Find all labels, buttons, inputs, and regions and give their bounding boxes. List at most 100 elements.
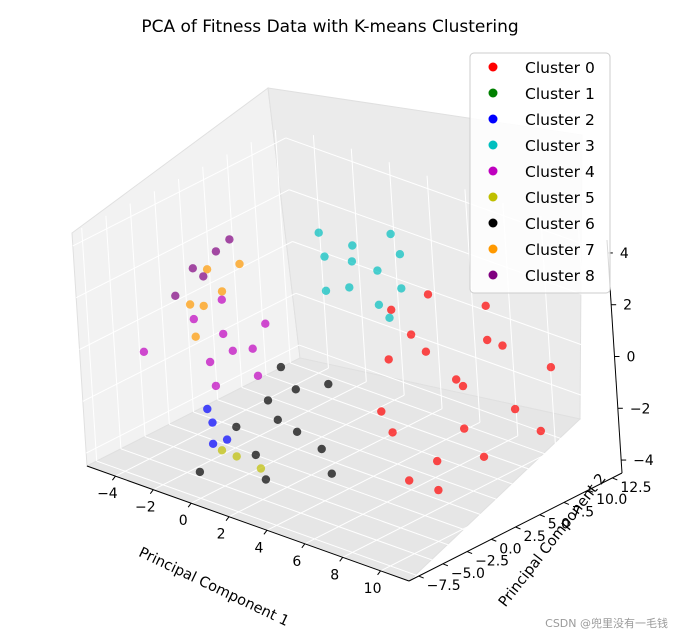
data-point <box>261 319 270 328</box>
legend-label: Cluster 0 <box>525 59 595 77</box>
data-point <box>433 456 442 466</box>
x-tick-label: 6 <box>292 554 301 570</box>
legend-label: Cluster 7 <box>525 241 595 259</box>
x-tick-label: 10 <box>364 581 382 597</box>
data-points <box>139 228 556 495</box>
x-tick-mark <box>112 475 116 481</box>
data-point <box>536 426 545 436</box>
data-point <box>171 291 180 300</box>
data-point <box>387 305 396 314</box>
data-point <box>219 329 228 339</box>
data-point <box>327 469 336 478</box>
x-tick-mark <box>225 516 230 522</box>
legend-entry: Cluster 8 <box>488 267 595 285</box>
data-point <box>217 287 227 296</box>
data-point <box>273 415 282 424</box>
data-point <box>217 295 226 304</box>
z-tick-label: 2 <box>623 298 632 314</box>
x-axis-label: Principal Component 1 <box>136 545 291 630</box>
legend-marker <box>488 192 498 202</box>
data-point <box>320 252 329 261</box>
data-point <box>384 355 393 364</box>
z-gridline <box>79 241 293 350</box>
legend-label: Cluster 4 <box>525 163 595 181</box>
data-point <box>202 265 212 274</box>
data-point <box>395 250 405 259</box>
data-point <box>434 485 443 495</box>
y-gridline <box>265 374 589 491</box>
data-point <box>386 229 395 239</box>
data-point <box>458 381 468 391</box>
data-point <box>188 264 197 273</box>
legend-marker <box>488 114 498 124</box>
y-gridline <box>217 399 540 516</box>
y-tick-mark <box>587 489 594 493</box>
legend-label: Cluster 2 <box>525 111 595 129</box>
x-tick-label: −4 <box>97 486 118 502</box>
z-tick-label: 0 <box>627 350 636 366</box>
z-tick-label: −2 <box>630 401 651 417</box>
data-point <box>248 344 257 353</box>
y-gridline <box>241 386 565 503</box>
x-tick-label: 0 <box>179 513 188 529</box>
x-tick-label: 2 <box>217 527 226 543</box>
z-gridline <box>82 292 297 402</box>
data-point <box>191 332 200 341</box>
data-point <box>261 475 271 484</box>
data-point <box>211 381 221 391</box>
legend-label: Cluster 8 <box>525 267 595 285</box>
data-point <box>460 424 469 433</box>
data-point <box>276 362 286 372</box>
y-tick-label: 7.5 <box>572 504 594 520</box>
data-point <box>510 404 520 414</box>
x-tick-mark <box>377 570 381 576</box>
legend-marker <box>488 88 498 98</box>
y-tick-mark <box>515 526 521 530</box>
x-axis-line <box>86 465 410 582</box>
y-gridline <box>193 411 516 528</box>
data-point <box>222 435 232 444</box>
data-point <box>208 439 218 448</box>
data-point <box>256 464 266 473</box>
data-point <box>546 363 556 372</box>
data-point <box>228 346 237 355</box>
z-gridline <box>295 292 619 409</box>
y-gridline <box>96 460 419 577</box>
data-point <box>185 300 195 309</box>
data-point <box>397 284 406 293</box>
data-point <box>421 347 431 356</box>
data-point <box>321 286 331 295</box>
legend-entry: Cluster 2 <box>488 111 595 129</box>
y-tick-mark <box>442 563 449 567</box>
data-point <box>483 335 492 345</box>
data-point <box>406 330 416 339</box>
data-point <box>203 404 212 414</box>
y-tick-label: 0.0 <box>499 541 521 557</box>
data-point <box>377 407 386 416</box>
data-point <box>292 427 302 436</box>
data-point <box>232 452 241 461</box>
x-tick-mark <box>149 489 154 494</box>
x-tick-mark <box>339 557 344 562</box>
legend-label: Cluster 5 <box>525 189 595 207</box>
legend-label: Cluster 6 <box>525 215 595 233</box>
data-point <box>498 341 507 350</box>
x-tick-label: 4 <box>254 540 263 556</box>
z-gridline <box>298 344 622 461</box>
legend-marker <box>488 166 498 176</box>
data-point <box>385 313 394 322</box>
legend-entry: Cluster 5 <box>488 189 595 207</box>
z-gridline <box>85 344 300 454</box>
y-tick-label: −2.5 <box>475 554 509 570</box>
z-gridline <box>72 137 287 247</box>
y-tick-label: −7.5 <box>427 578 461 594</box>
z-gridline <box>75 189 290 299</box>
watermark: CSDN @兜里没有一毛钱 <box>545 616 668 630</box>
y-tick-label: −5.0 <box>451 566 485 582</box>
data-point <box>189 314 198 324</box>
z-tick-label: −4 <box>633 453 654 469</box>
legend-label: Cluster 3 <box>525 137 595 155</box>
data-point <box>317 444 326 454</box>
data-point <box>405 476 414 485</box>
